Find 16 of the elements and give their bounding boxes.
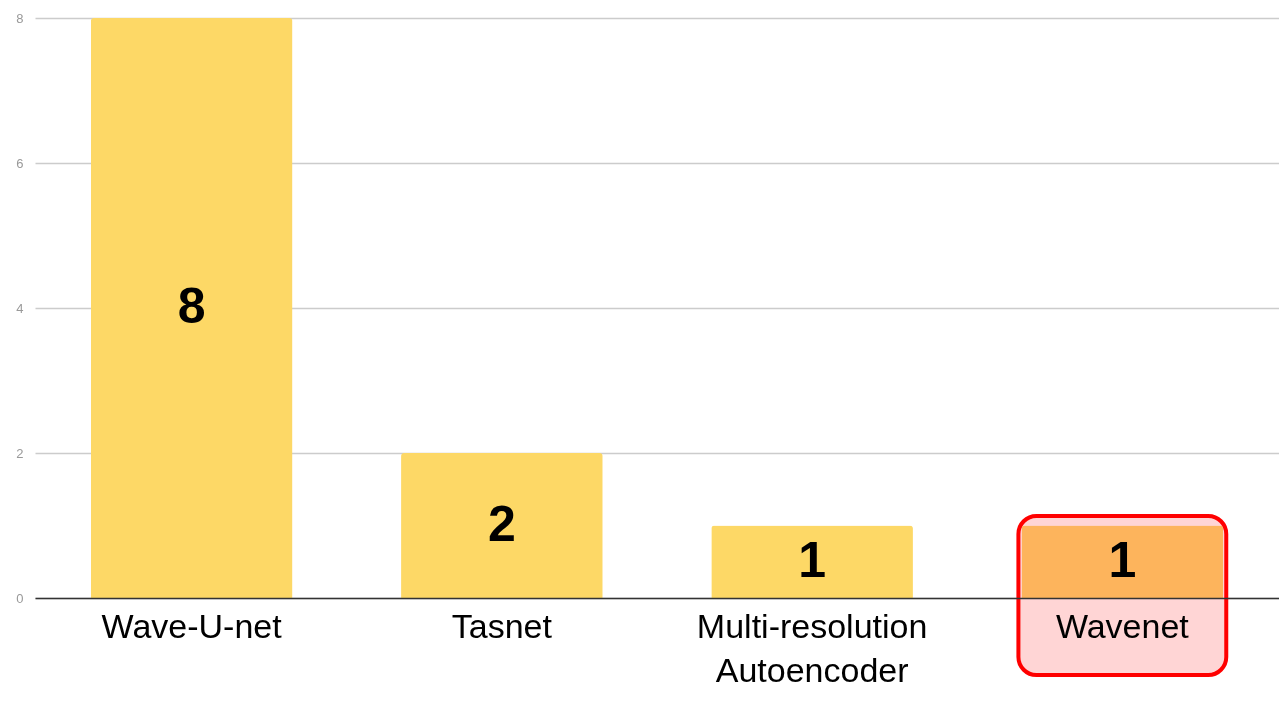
x-tick-label: Wavenet <box>1055 606 1190 645</box>
bar <box>401 453 603 598</box>
x-tick-label: Tasnet <box>451 606 553 645</box>
data-label: 8 <box>177 278 206 334</box>
x-tick-label: Wave-U-net <box>101 606 283 645</box>
data-label: 2 <box>487 495 516 552</box>
y-tick-label: 6 <box>16 155 24 171</box>
bar <box>711 525 913 598</box>
bar <box>90 18 293 598</box>
data-label: 1 <box>1108 531 1137 588</box>
x-tick-label: Multi-resolution Autoencoder <box>696 606 928 689</box>
y-tick-label: 4 <box>16 300 24 316</box>
y-tick-label: 2 <box>16 445 24 461</box>
y-tick-label: 0 <box>16 590 24 606</box>
y-tick-label: 8 <box>16 10 24 26</box>
data-label: 1 <box>798 531 827 588</box>
